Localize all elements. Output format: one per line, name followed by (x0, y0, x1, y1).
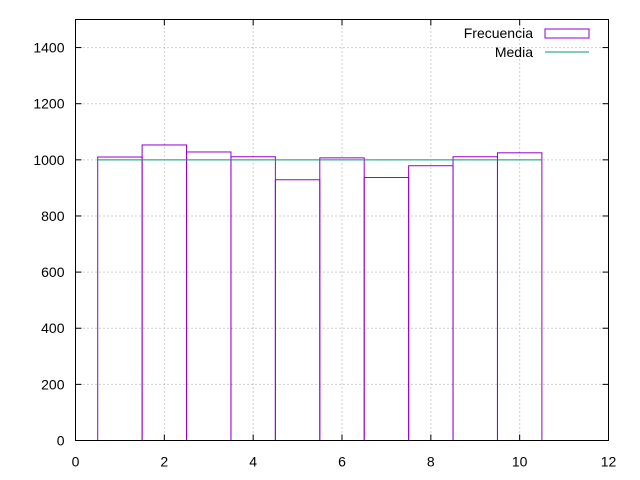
y-tick-label: 400 (41, 320, 65, 336)
y-tick-label: 1200 (33, 96, 64, 112)
x-tick-label: 12 (601, 454, 617, 470)
legend: Frecuencia Media (464, 25, 590, 60)
x-tick-label: 2 (160, 454, 168, 470)
y-tick-label: 800 (41, 208, 65, 224)
y-tick-label: 1400 (33, 40, 64, 56)
legend-label-media: Media (495, 44, 533, 60)
axes: 0 200 400 600 800 1000 1200 1400 0 2 4 6 8 10 12 (33, 19, 617, 470)
y-tick-label: 1000 (33, 152, 64, 168)
x-tick-label: 8 (427, 454, 435, 470)
legend-label-frecuencia: Frecuencia (464, 25, 533, 41)
x-tick-label: 0 (72, 454, 80, 470)
plot-border (75, 19, 609, 441)
y-tick-label: 200 (41, 376, 65, 392)
x-tick-label: 6 (338, 454, 346, 470)
legend-swatch-frecuencia (544, 28, 590, 39)
y-tick-label: 0 (57, 433, 65, 449)
y-tick-label: 600 (41, 264, 65, 280)
x-tick-label: 4 (249, 454, 257, 470)
x-tick-label: 10 (512, 454, 528, 470)
